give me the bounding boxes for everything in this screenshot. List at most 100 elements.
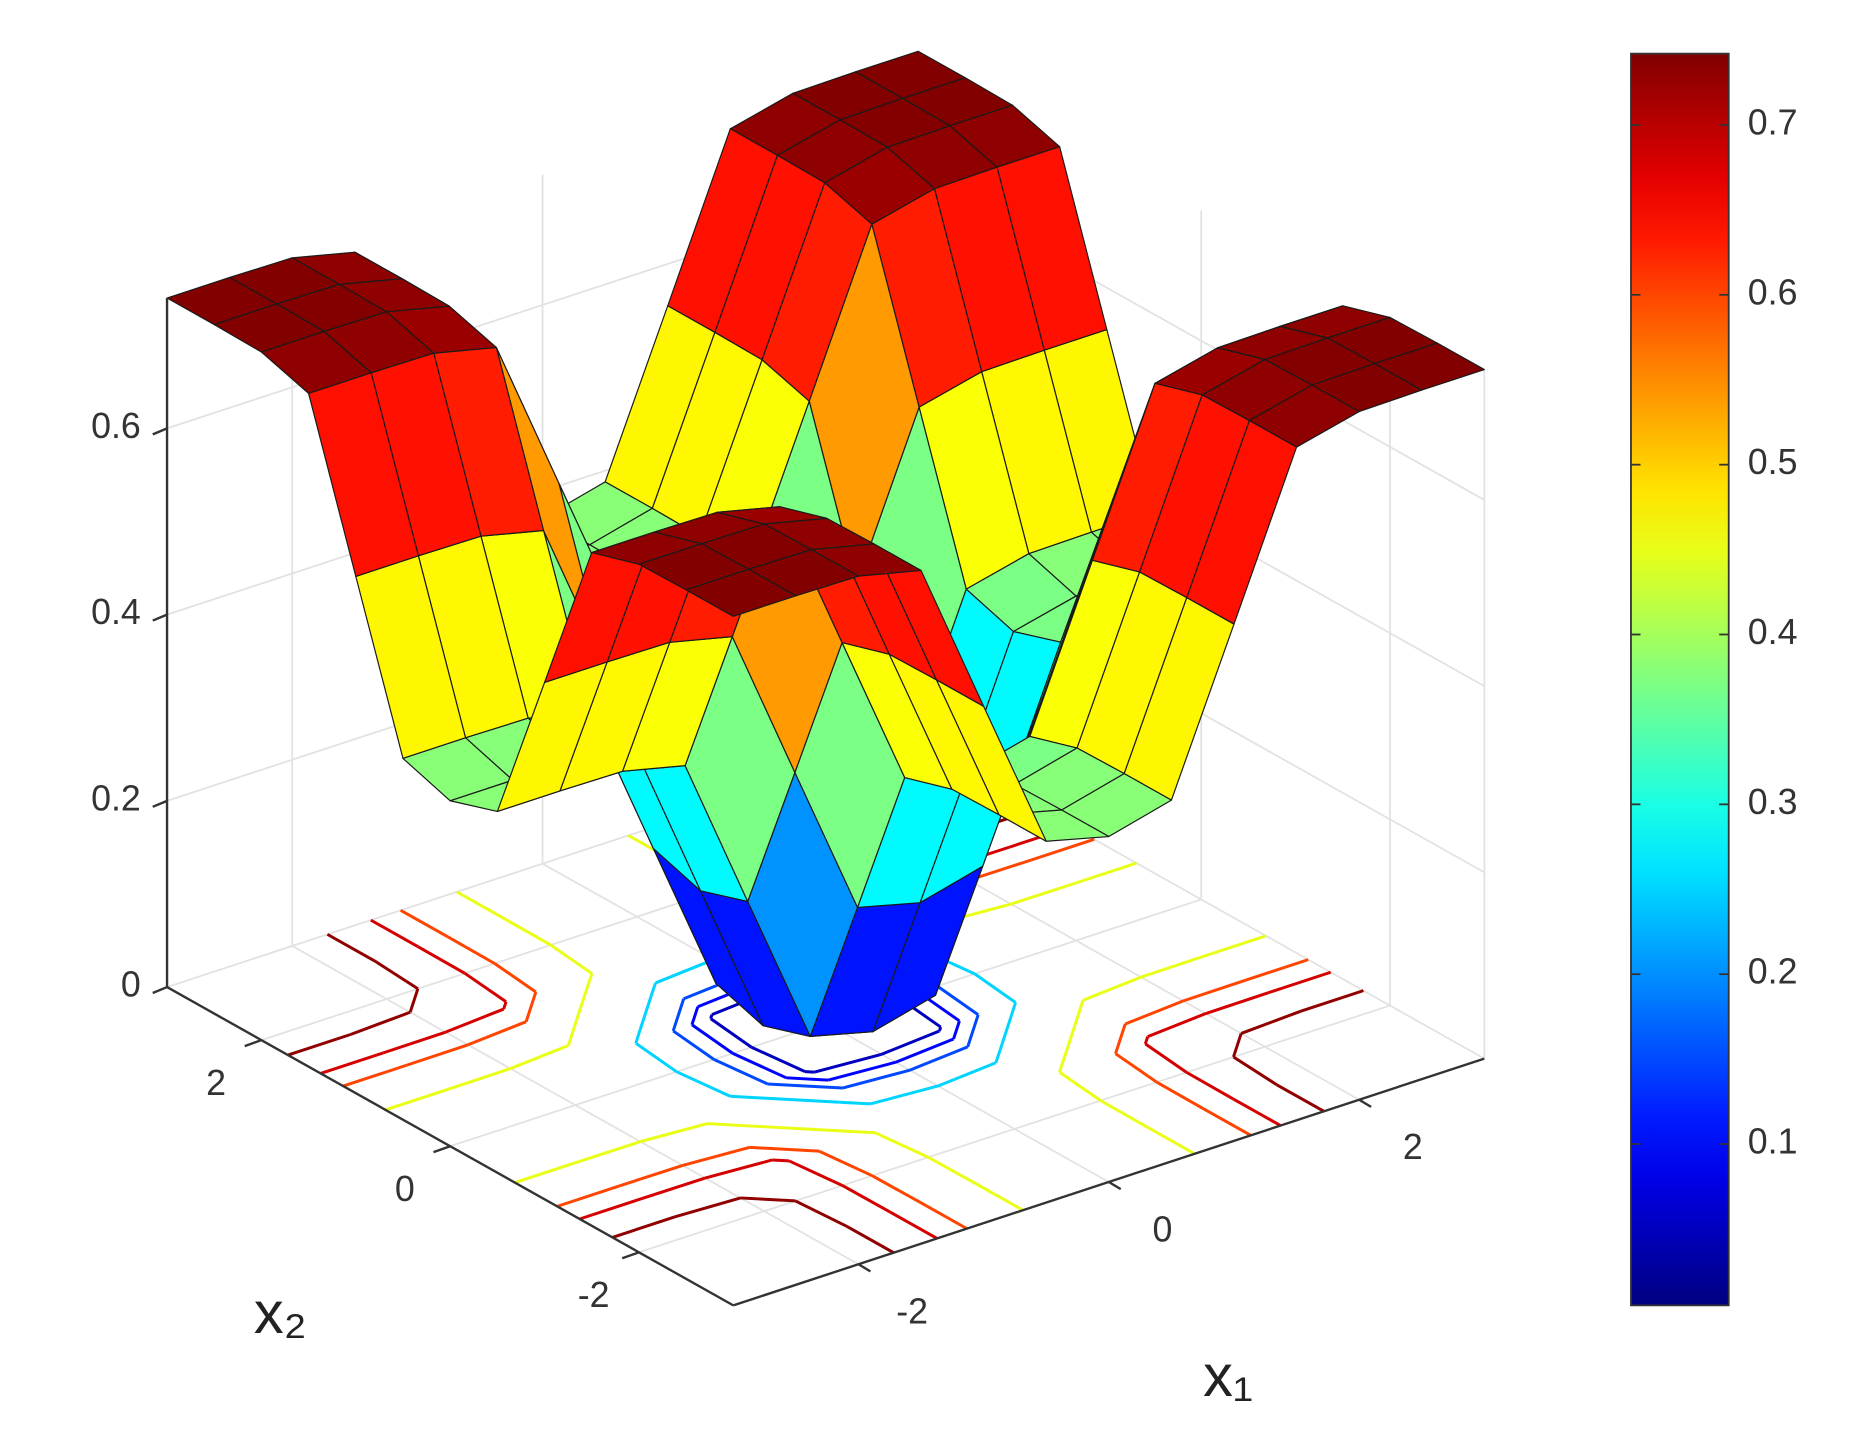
contour-line [1082,975,1142,1002]
contour-line [938,1026,943,1032]
y-tick-label: -2 [578,1275,610,1315]
colorbar-tick-label: 0.2 [1748,952,1798,992]
contour-line [342,1064,407,1088]
z-tick-label: 0.2 [91,778,141,818]
x-axis-label: x₁ [1203,1342,1253,1409]
contour-line [767,1082,843,1090]
y-axis-label: x₂ [254,1279,307,1346]
contour-line [405,1043,469,1067]
contour-line [927,1155,977,1185]
x-tick-label: 0 [1153,1210,1173,1250]
z-tick [152,427,168,436]
contour-line [841,1184,891,1214]
y-tick [244,1039,262,1048]
contour-line [818,1149,873,1178]
contour-line [641,1176,706,1200]
contour-line [1232,1097,1282,1127]
contour-line [1205,991,1269,1015]
contour-line [732,1052,787,1080]
contour-line [1114,1052,1158,1084]
contour-line [1114,1023,1127,1055]
contour-line [952,1020,961,1040]
contour-line [671,998,686,1032]
contour-line [577,1140,641,1164]
contour-line [1031,837,1095,862]
colorbar-tick-label: 0.1 [1748,1121,1798,1161]
x-tick-label: -2 [896,1292,928,1332]
contour-line [503,917,552,947]
colorbar-tick-label: 0.7 [1748,102,1798,142]
contour-line [750,1045,806,1074]
contour-line [760,1096,840,1104]
contour-line [1185,1071,1235,1101]
contour-line [619,1163,684,1188]
z-tick [152,985,168,995]
colorbar-tick-label: 0.4 [1748,612,1798,652]
z-tick-label: 0 [121,965,141,1005]
contour-line [973,972,1017,1004]
contour-line [1202,934,1267,958]
contour-line [502,1001,508,1010]
surface-patch [1186,419,1298,625]
colorbar-tick-label: 0.3 [1748,782,1798,822]
surface-patch [685,568,797,617]
contour-line [839,1100,871,1106]
contour-line [514,1160,578,1185]
contour-line [674,1196,741,1219]
surface-patch [808,223,920,585]
contour-line [740,1196,796,1203]
contour-line [889,1210,938,1240]
grid-line [638,1004,1391,1254]
contour-line [704,1158,773,1180]
contour-line [524,991,538,1023]
contour-line [730,1094,762,1100]
contour-line [713,1058,769,1086]
contour-line [634,1041,678,1074]
contour-line [582,973,594,999]
contour-line [707,1122,766,1129]
contour-line [1124,999,1184,1026]
contour-line [447,1067,511,1091]
contour-line [1066,1024,1077,1048]
y-tick-label: 0 [395,1169,415,1209]
z-tick [152,799,168,808]
contour-line [870,1084,939,1106]
contour-line [654,958,714,985]
contour-line [966,1014,980,1048]
contour-line [549,943,593,975]
contour-line [373,959,419,990]
z-tick-label: 0.6 [91,406,141,446]
y-tick [621,1251,640,1260]
contour-line [1010,882,1075,906]
y-tick-label: 2 [206,1063,226,1103]
contour-line [1300,989,1364,1013]
contour-line [611,1215,676,1239]
contour-line [709,1017,753,1049]
contour-line [382,1030,447,1055]
z-tick [152,613,168,622]
surface-patch [308,372,419,577]
contour-line [556,1184,621,1208]
contour-line [567,1020,578,1046]
contour-line [456,890,505,920]
contour-line [842,1068,911,1090]
contour-line [975,1182,1024,1212]
contour-line [937,1061,997,1088]
contour-line [385,1087,449,1112]
contour-line [788,1159,843,1187]
contour-line [765,1125,818,1132]
contour-line [1202,1107,1252,1137]
contour-line [1073,999,1085,1026]
colorbar [1630,52,1730,1307]
contour-line [817,1128,876,1135]
contour-line [672,1029,715,1061]
contour-line [909,1045,969,1072]
contour-line [1058,1070,1102,1102]
contour-line [998,1015,1013,1050]
contour-line [772,1158,790,1163]
contour-line [994,1049,1002,1064]
contour-line [1144,1042,1188,1074]
contour-line [918,1200,968,1230]
